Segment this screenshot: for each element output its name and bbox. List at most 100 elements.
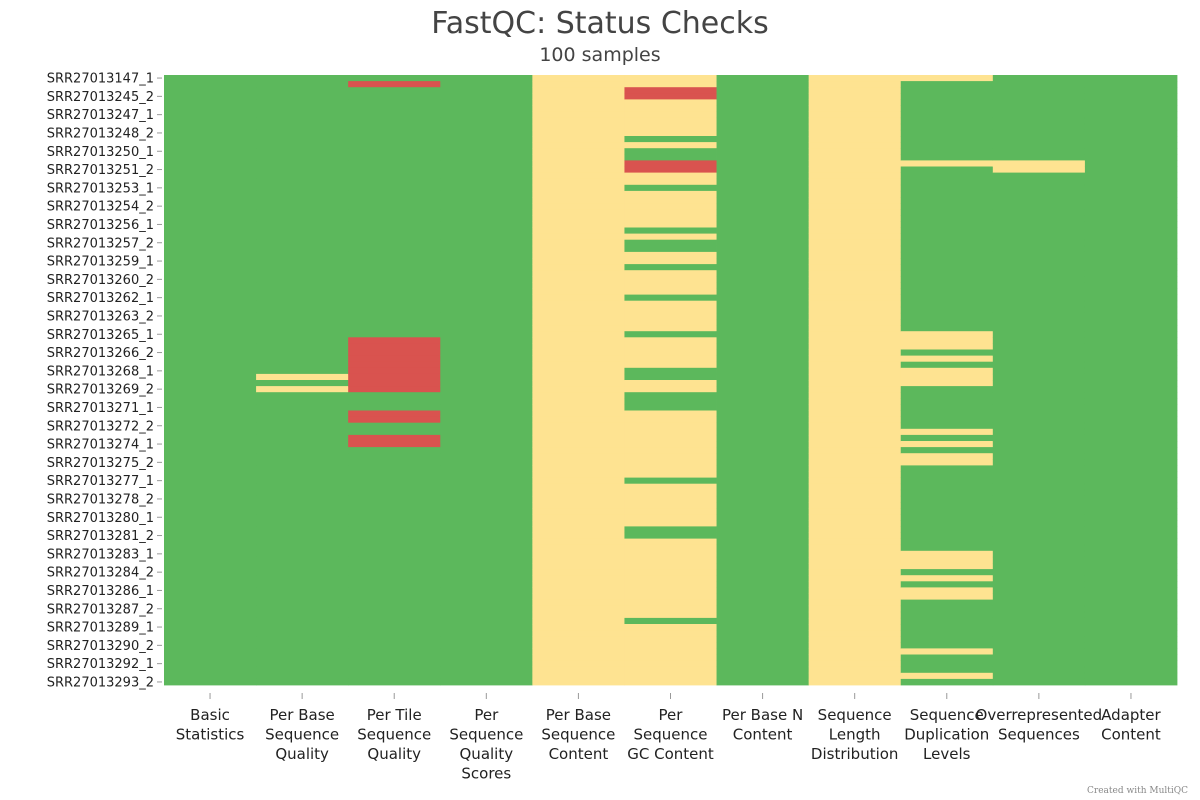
heatmap-cell[interactable] — [992, 563, 1086, 570]
heatmap-cell[interactable] — [1084, 422, 1178, 430]
heatmap-cell[interactable] — [348, 349, 441, 357]
heatmap-cell[interactable] — [532, 428, 625, 436]
heatmap-cell[interactable] — [624, 300, 717, 308]
heatmap-cell[interactable] — [164, 251, 257, 259]
heatmap-cell[interactable] — [992, 270, 1086, 277]
heatmap-cell[interactable] — [1084, 160, 1178, 167]
heatmap-cell[interactable] — [992, 245, 1086, 253]
heatmap-cell[interactable] — [532, 129, 625, 137]
heatmap-cell[interactable] — [256, 489, 349, 497]
heatmap-cell[interactable] — [348, 605, 441, 613]
heatmap-cell[interactable] — [716, 129, 810, 137]
heatmap-cell[interactable] — [532, 660, 625, 668]
heatmap-cell[interactable] — [808, 599, 902, 607]
heatmap-cell[interactable] — [900, 160, 994, 167]
heatmap-cell[interactable] — [900, 556, 994, 564]
heatmap-cell[interactable] — [992, 331, 1086, 338]
heatmap-cell[interactable] — [716, 471, 810, 479]
heatmap-cell[interactable] — [900, 203, 994, 210]
heatmap-cell[interactable] — [900, 422, 994, 430]
heatmap-cell[interactable] — [348, 190, 441, 198]
heatmap-cell[interactable] — [164, 428, 257, 436]
heatmap-cell[interactable] — [348, 142, 441, 149]
heatmap-cell[interactable] — [716, 184, 810, 192]
heatmap-cell[interactable] — [900, 276, 994, 283]
heatmap-cell[interactable] — [256, 239, 349, 247]
heatmap-cell[interactable] — [532, 392, 625, 399]
heatmap-cell[interactable] — [164, 361, 257, 369]
heatmap-cell[interactable] — [1084, 532, 1178, 540]
heatmap-cell[interactable] — [808, 532, 902, 540]
heatmap-cell[interactable] — [992, 148, 1086, 155]
heatmap-cell[interactable] — [808, 666, 902, 674]
heatmap-cell[interactable] — [164, 642, 257, 649]
heatmap-cell[interactable] — [1084, 648, 1178, 655]
heatmap-cell[interactable] — [256, 477, 349, 485]
heatmap-cell[interactable] — [808, 361, 902, 369]
heatmap-cell[interactable] — [624, 544, 717, 552]
heatmap-cell[interactable] — [348, 380, 441, 387]
heatmap-cell[interactable] — [256, 660, 349, 668]
heatmap-cell[interactable] — [808, 203, 902, 210]
heatmap-cell[interactable] — [624, 477, 717, 485]
heatmap-cell[interactable] — [808, 197, 902, 204]
heatmap-cell[interactable] — [348, 300, 441, 308]
heatmap-cell[interactable] — [624, 532, 717, 540]
heatmap-cell[interactable] — [164, 209, 257, 216]
heatmap-cell[interactable] — [164, 599, 257, 607]
heatmap-cell[interactable] — [624, 331, 717, 338]
heatmap-cell[interactable] — [1084, 514, 1178, 521]
heatmap-cell[interactable] — [992, 190, 1086, 198]
heatmap-cell[interactable] — [440, 465, 533, 472]
heatmap-cell[interactable] — [624, 526, 717, 533]
heatmap-cell[interactable] — [348, 441, 441, 448]
heatmap-cell[interactable] — [716, 123, 810, 131]
heatmap-cell[interactable] — [808, 569, 902, 576]
heatmap-cell[interactable] — [808, 556, 902, 564]
heatmap-cell[interactable] — [808, 575, 902, 582]
heatmap-cell[interactable] — [1084, 282, 1178, 289]
heatmap-cell[interactable] — [1084, 636, 1178, 643]
heatmap-cell[interactable] — [164, 654, 257, 662]
heatmap-cell[interactable] — [624, 453, 717, 460]
heatmap-cell[interactable] — [900, 654, 994, 662]
heatmap-cell[interactable] — [256, 93, 349, 100]
heatmap-cell[interactable] — [164, 190, 257, 198]
heatmap-cell[interactable] — [532, 227, 625, 235]
heatmap-cell[interactable] — [256, 483, 349, 491]
heatmap-cell[interactable] — [256, 294, 349, 302]
heatmap-cell[interactable] — [348, 459, 441, 466]
heatmap-cell[interactable] — [808, 349, 902, 357]
heatmap-cell[interactable] — [256, 502, 349, 509]
heatmap-cell[interactable] — [440, 111, 533, 119]
heatmap-cell[interactable] — [624, 386, 717, 393]
heatmap-cell[interactable] — [900, 190, 994, 198]
heatmap-cell[interactable] — [348, 563, 441, 570]
heatmap-cell[interactable] — [900, 593, 994, 601]
heatmap-cell[interactable] — [992, 489, 1086, 497]
heatmap-cell[interactable] — [440, 373, 533, 381]
heatmap-cell[interactable] — [992, 447, 1086, 454]
heatmap-cell[interactable] — [348, 270, 441, 277]
heatmap-cell[interactable] — [256, 575, 349, 582]
heatmap-cell[interactable] — [532, 178, 625, 186]
heatmap-cell[interactable] — [348, 75, 441, 82]
heatmap-cell[interactable] — [900, 349, 994, 357]
heatmap-cell[interactable] — [900, 520, 994, 527]
heatmap-cell[interactable] — [900, 538, 994, 546]
heatmap-cell[interactable] — [1084, 75, 1178, 82]
heatmap-cell[interactable] — [716, 453, 810, 460]
heatmap-cell[interactable] — [624, 306, 717, 314]
heatmap-cell[interactable] — [164, 282, 257, 289]
heatmap-cell[interactable] — [440, 502, 533, 509]
heatmap-cell[interactable] — [808, 367, 902, 375]
heatmap-cell[interactable] — [164, 434, 257, 442]
heatmap-cell[interactable] — [440, 434, 533, 442]
heatmap-cell[interactable] — [256, 166, 349, 174]
heatmap-cell[interactable] — [256, 190, 349, 198]
heatmap-cell[interactable] — [164, 148, 257, 155]
heatmap-cell[interactable] — [256, 233, 349, 241]
heatmap-cell[interactable] — [624, 239, 717, 247]
heatmap-cell[interactable] — [624, 587, 717, 594]
heatmap-cell[interactable] — [164, 630, 257, 637]
